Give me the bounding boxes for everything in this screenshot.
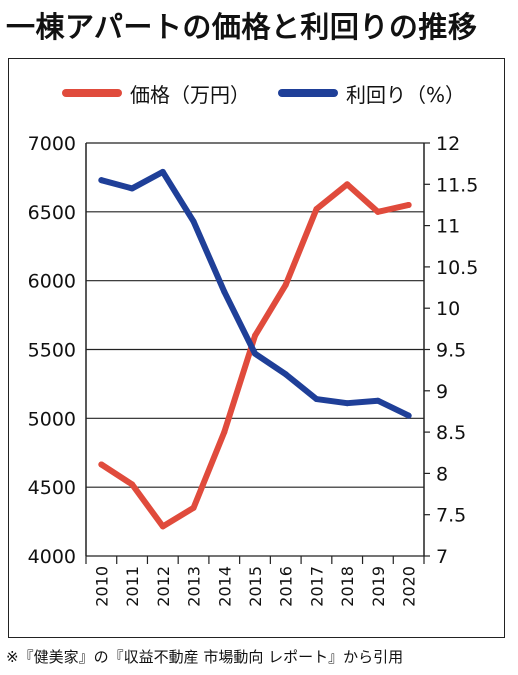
yield-data-point [405,412,412,419]
yield-data-point [129,185,136,192]
y-left-tick-label: 6500 [28,202,76,224]
legend-item-yield: 利回り（%） [278,78,465,108]
yield-series-line [98,168,412,419]
chart-frame [8,58,505,638]
legend-swatch-price [62,89,122,97]
x-tick-label: 2013 [185,566,204,607]
x-tick-label: 2019 [369,566,388,607]
y-right-tick-label: 9.5 [436,340,466,362]
price-data-point [252,332,258,339]
y-right-tick-label: 11 [436,216,460,238]
yield-data-point [374,397,381,404]
y-left-tick-label: 6000 [28,271,76,293]
price-data-point [190,504,197,511]
y-right-tick-label: 9 [436,381,448,403]
price-data-point [405,201,412,208]
yield-data-point [159,168,166,175]
y-left-tick-label: 7000 [28,133,76,155]
yield-data-point [221,288,228,295]
price-data-point [282,281,289,288]
y-left-tick-label: 4000 [28,546,76,568]
legend-swatch-yield [278,89,338,97]
yield-data-point [252,350,258,357]
price-data-point [313,206,320,213]
x-tick-label: 2018 [338,566,357,607]
yield-data-point [344,400,351,407]
legend-label-yield: 利回り（%） [346,82,466,107]
x-tick-label: 2020 [400,566,419,607]
y-right-tick-label: 10.5 [436,257,478,279]
y-right-tick-label: 11.5 [436,174,478,196]
price-data-point [344,181,351,188]
price-data-point [221,429,228,436]
legend-item-price: 価格（万円） [62,78,250,108]
y-right-tick-label: 12 [436,133,460,155]
yield-data-point [313,396,320,403]
y-right-tick-label: 10 [436,298,460,320]
x-tick-label: 2010 [92,566,111,607]
price-data-point [129,481,136,488]
y-left-tick-label: 4500 [28,477,76,499]
y-right-tick-label: 8.5 [436,422,466,444]
y-right-tick-label: 7.5 [436,505,466,527]
x-tick-label: 2012 [154,566,173,607]
legend-label-price: 価格（万円） [130,82,250,107]
x-tick-label: 2017 [307,566,326,607]
source-note: ※『健美家』の『収益不動産 市場動向 レポート』から引用 [6,648,404,666]
y-left-tick-label: 5000 [28,408,76,430]
y-left-tick-label: 5500 [28,340,76,362]
yield-data-point [98,177,105,184]
x-tick-label: 2015 [246,566,265,607]
y-right-tick-label: 8 [436,463,448,485]
price-data-point [98,461,105,468]
chart-title: 一棟アパートの価格と利回りの推移 [6,10,478,44]
yield-data-point [282,371,289,378]
y-right-tick-label: 7 [436,546,448,568]
price-data-point [374,208,381,215]
x-tick-label: 2014 [215,566,234,607]
x-tick-label: 2011 [123,566,142,607]
price-data-point [159,523,166,530]
x-tick-label: 2016 [277,566,296,607]
yield-data-point [190,218,197,225]
